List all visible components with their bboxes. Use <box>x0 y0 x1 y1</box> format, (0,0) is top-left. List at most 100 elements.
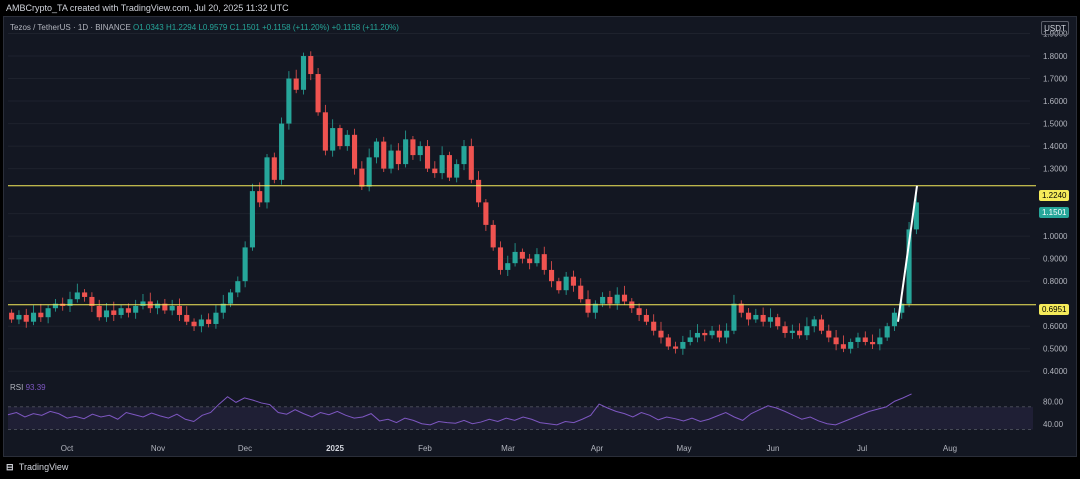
candle-body <box>461 146 467 165</box>
candle-body <box>833 337 839 345</box>
candle-body <box>67 299 73 306</box>
candle-body <box>621 294 628 302</box>
candle-body <box>118 308 124 315</box>
candle-body <box>665 337 671 347</box>
candle-body <box>826 330 832 338</box>
price-tick-label: 0.8000 <box>1043 277 1068 286</box>
candle-body <box>789 330 795 333</box>
candle-body <box>592 303 598 313</box>
candle-body <box>403 139 409 165</box>
candle-body <box>643 314 649 322</box>
candle-body <box>658 330 664 338</box>
candle-body <box>286 78 292 124</box>
price-tick-label: 1.7000 <box>1043 75 1068 84</box>
candle-body <box>767 317 773 322</box>
snapshot-credit: AMBCrypto_TA created with TradingView.co… <box>6 3 289 13</box>
candle-body <box>74 292 80 300</box>
candle-body <box>213 312 219 324</box>
time-tick-label: Dec <box>238 444 252 453</box>
price-axis: 1.90001.80001.70001.60001.50001.40001.30… <box>1043 30 1068 377</box>
candle-body <box>293 78 299 90</box>
candle-body <box>264 157 270 203</box>
time-tick-label: 2025 <box>326 444 344 453</box>
price-tick-label: 1.6000 <box>1043 97 1068 106</box>
candle-body <box>505 263 511 270</box>
time-axis: Oct Nov Dec 2025 Feb Mar Apr May Jun Jul Aug <box>61 444 957 453</box>
candle-body <box>227 292 234 304</box>
candle-body <box>206 319 212 324</box>
symbol-name[interactable]: Tezos / TetherUS · 1D · BINANCE <box>10 23 131 32</box>
time-tick-label: Oct <box>61 444 74 453</box>
rsi-title: RSI <box>10 383 24 392</box>
candle-body <box>527 258 533 264</box>
candle-body <box>344 134 350 147</box>
candle-body <box>745 312 752 320</box>
candle-body <box>811 319 817 327</box>
candle-body <box>738 303 744 313</box>
horizontal-levels <box>8 185 1036 306</box>
last-price-tag: 1.1501 <box>1039 207 1070 218</box>
candle-body <box>870 341 876 345</box>
level-price-tag-high: 1.2240 <box>1039 190 1070 201</box>
candle-body <box>709 330 715 336</box>
brand-name: TradingView <box>18 462 69 472</box>
candle-body <box>534 254 540 264</box>
candle-body <box>424 146 431 169</box>
candle-body <box>395 150 401 165</box>
candle-body <box>366 157 372 187</box>
candle-body <box>913 202 919 230</box>
level-price-tag-low: 0.6951 <box>1039 304 1070 315</box>
candle-body <box>162 303 168 311</box>
price-tick-label: 1.5000 <box>1043 120 1068 129</box>
candle-body <box>731 303 737 331</box>
candle-body <box>9 312 15 320</box>
candlestick-series <box>9 51 919 355</box>
candle-body <box>257 191 263 203</box>
price-tick-label: 1.0000 <box>1043 232 1068 241</box>
change-percent: +0.1158 (+11.20%) <box>331 23 399 32</box>
candle-body <box>373 141 380 158</box>
price-tick-label: 0.5000 <box>1043 345 1068 354</box>
candle-body <box>556 281 562 291</box>
price-tick-label: 0.6000 <box>1043 322 1068 331</box>
candle-body <box>753 314 759 320</box>
candle-body <box>271 157 277 180</box>
candle-body <box>454 164 460 178</box>
candle-body <box>133 305 139 313</box>
candle-body <box>563 276 569 291</box>
candle-body <box>23 314 29 322</box>
rsi-legend: RSI 93.39 <box>10 383 46 392</box>
candle-body <box>125 308 131 313</box>
candle-body <box>330 128 336 151</box>
candle-body <box>468 146 474 180</box>
candle-body <box>140 301 146 306</box>
tradingview-logo-icon: ⊟ <box>6 462 14 472</box>
candle-body <box>702 332 708 336</box>
candle-body <box>512 251 518 264</box>
price-tick-label: 1.3000 <box>1043 165 1068 174</box>
ohlc-close: C1.1501 <box>229 23 260 32</box>
currency-button[interactable]: USDT <box>1041 21 1069 35</box>
candle-body <box>300 56 307 90</box>
candle-body <box>724 330 730 338</box>
candle-body <box>636 308 642 315</box>
candle-body <box>541 254 547 270</box>
candle-body <box>600 296 606 304</box>
time-tick-label: Feb <box>418 444 432 453</box>
candle-body <box>52 303 58 309</box>
candle-body <box>782 326 788 333</box>
candle-body <box>716 330 722 338</box>
candle-body <box>45 308 51 318</box>
rsi-value: 93.39 <box>25 383 46 392</box>
price-tick-label: 1.4000 <box>1043 142 1068 151</box>
trend-arrow-line <box>897 185 918 322</box>
time-tick-label: Mar <box>501 444 515 453</box>
candle-body <box>804 326 810 336</box>
symbol-legend: Tezos / TetherUS · 1D · BINANCE O1.0343 … <box>10 23 399 32</box>
candle-body <box>548 269 555 282</box>
footer-brand[interactable]: ⊟ TradingView <box>6 462 68 473</box>
change-value: +0.1158 (+11.20%) <box>262 23 330 32</box>
candle-body <box>184 314 190 322</box>
candle-body <box>191 321 197 327</box>
